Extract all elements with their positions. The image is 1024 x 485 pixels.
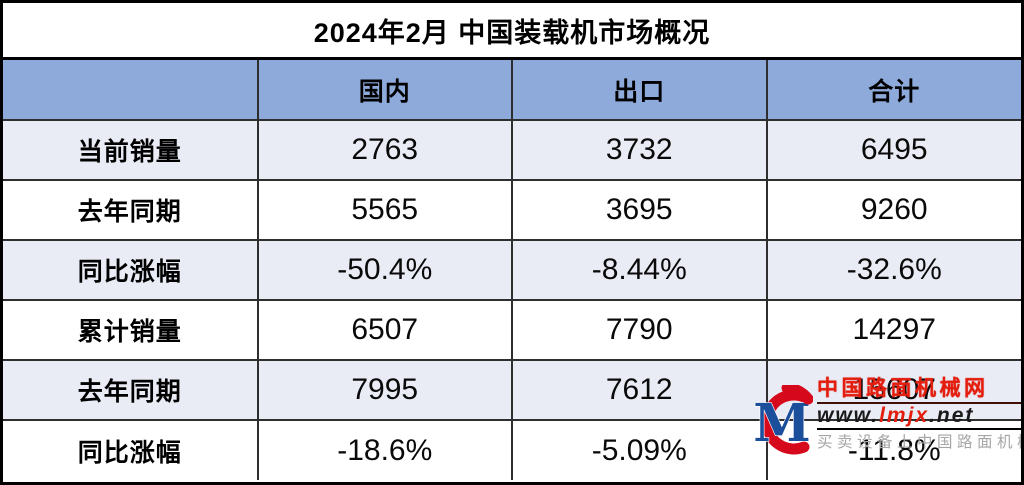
column-header-domestic: 国内 (256, 60, 513, 121)
cell-value: 14297 (765, 299, 1021, 361)
table-row: 同比涨幅 -18.6% -5.09% -11.8% (3, 419, 1021, 480)
row-label: 当前销量 (3, 119, 259, 181)
table-row: 当前销量 2763 3732 6495 (3, 119, 1021, 181)
market-table: 国内 出口 合计 当前销量 2763 3732 6495 去年同期 5565 3… (3, 60, 1021, 480)
cell-value: 6495 (765, 119, 1021, 181)
cell-value: -5.09% (511, 419, 768, 480)
table-row: 去年同期 5565 3695 9260 (3, 179, 1021, 241)
table-header-row: 国内 出口 合计 (3, 60, 1021, 121)
cell-value: 5565 (256, 179, 513, 241)
cell-value: -11.8% (765, 419, 1021, 480)
cell-value: 2763 (256, 119, 513, 181)
cell-value: 7995 (256, 359, 513, 421)
table-row: 同比涨幅 -50.4% -8.44% -32.6% (3, 239, 1021, 301)
row-label: 同比涨幅 (3, 419, 259, 480)
cell-value: -50.4% (256, 239, 513, 301)
table-row: 去年同期 7995 7612 15607 (3, 359, 1021, 421)
cell-value: 7790 (511, 299, 768, 361)
cell-value: 3695 (511, 179, 768, 241)
row-label: 同比涨幅 (3, 239, 259, 301)
row-label: 累计销量 (3, 299, 259, 361)
cell-value: 7612 (511, 359, 768, 421)
cell-value: 6507 (256, 299, 513, 361)
column-header-export: 出口 (511, 60, 768, 121)
corner-cell (3, 60, 259, 121)
table-row: 累计销量 6507 7790 14297 (3, 299, 1021, 361)
cell-value: 9260 (765, 179, 1021, 241)
page-title: 2024年2月 中国装载机市场概况 (3, 3, 1021, 60)
column-header-total: 合计 (765, 60, 1021, 121)
cell-value: -8.44% (511, 239, 768, 301)
cell-value: 3732 (511, 119, 768, 181)
cell-value: -18.6% (256, 419, 513, 480)
cell-value: -32.6% (765, 239, 1021, 301)
row-label: 去年同期 (3, 179, 259, 241)
row-label: 去年同期 (3, 359, 259, 421)
cell-value: 15607 (765, 359, 1021, 421)
